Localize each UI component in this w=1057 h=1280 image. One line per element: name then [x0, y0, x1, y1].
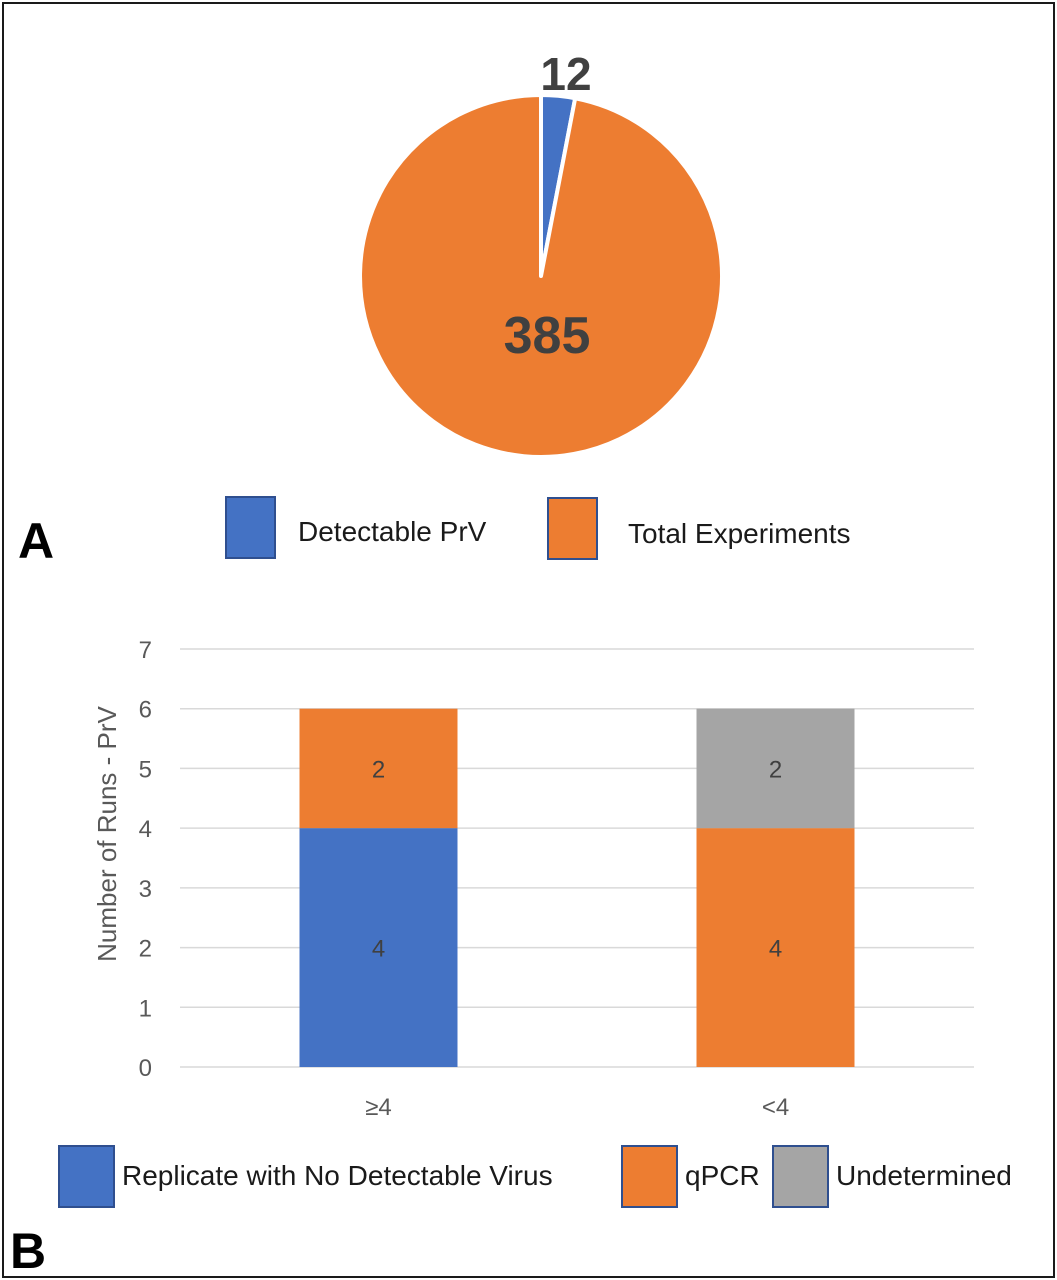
pie-chart: 12 385 [358, 48, 724, 459]
stacked-bar-chart: 0 1 2 3 4 5 6 7 4 2 4 2 ≥4 <4 Number of Runs - PrV [92, 637, 974, 1121]
pie-slice-total-experiments [358, 93, 724, 459]
legend-swatch-qpcr [621, 1145, 678, 1208]
bar-data-label-0-0: 4 [372, 936, 385, 963]
bar-segment-0-1 [299, 708, 458, 829]
x-tick-label-0: ≥4 [365, 1094, 392, 1121]
legend-label-replicate: Replicate with No Detectable Virus [122, 1160, 553, 1191]
y-tick-label-3: 3 [139, 876, 152, 903]
y-gridlines [180, 648, 974, 1068]
x-tick-labels: ≥4 <4 [365, 1094, 789, 1121]
pie-data-label-total-experiments: 385 [504, 307, 591, 365]
bar-data-label-1-1: 4 [769, 936, 782, 963]
y-tick-label-1: 1 [139, 995, 152, 1022]
bar-data-label-1-2: 2 [769, 756, 782, 783]
bar-segment-1-1 [696, 828, 855, 1067]
y-tick-label-4: 4 [139, 816, 152, 843]
y-tick-label-6: 6 [139, 697, 152, 724]
legend-swatch-total-experiments [547, 497, 598, 560]
bar-segment-1-2 [696, 708, 855, 829]
bar-data-labels: 4 2 4 2 [372, 756, 782, 962]
legend-swatch-replicate [58, 1145, 115, 1208]
y-tick-label-0: 0 [139, 1055, 152, 1082]
legend-swatch-undetermined [772, 1145, 829, 1208]
legend-label-undetermined: Undetermined [836, 1160, 1012, 1191]
y-tick-labels: 0 1 2 3 4 5 6 7 [139, 637, 152, 1082]
y-tick-label-5: 5 [139, 756, 152, 783]
legend-label-detectable-prv: Detectable PrV [298, 516, 487, 547]
bar-segment-0-0 [299, 828, 458, 1067]
y-tick-label-2: 2 [139, 936, 152, 963]
panel-label-a: A [18, 513, 54, 569]
panel-label-b: B [10, 1223, 46, 1279]
x-tick-label-1: <4 [762, 1094, 789, 1121]
bar-segments [299, 708, 855, 1067]
legend-swatch-detectable-prv [225, 496, 276, 559]
y-tick-label-7: 7 [139, 637, 152, 664]
legend-label-total-experiments: Total Experiments [628, 518, 851, 549]
y-axis-label: Number of Runs - PrV [92, 705, 122, 961]
bar-data-label-0-1: 2 [372, 756, 385, 783]
legend-label-qpcr: qPCR [685, 1160, 760, 1191]
pie-data-label-detectable-prv: 12 [540, 48, 591, 100]
bar-legend: Replicate with No Detectable Virus qPCR … [58, 1145, 1012, 1208]
pie-legend: Detectable PrV Total Experiments [225, 496, 851, 560]
